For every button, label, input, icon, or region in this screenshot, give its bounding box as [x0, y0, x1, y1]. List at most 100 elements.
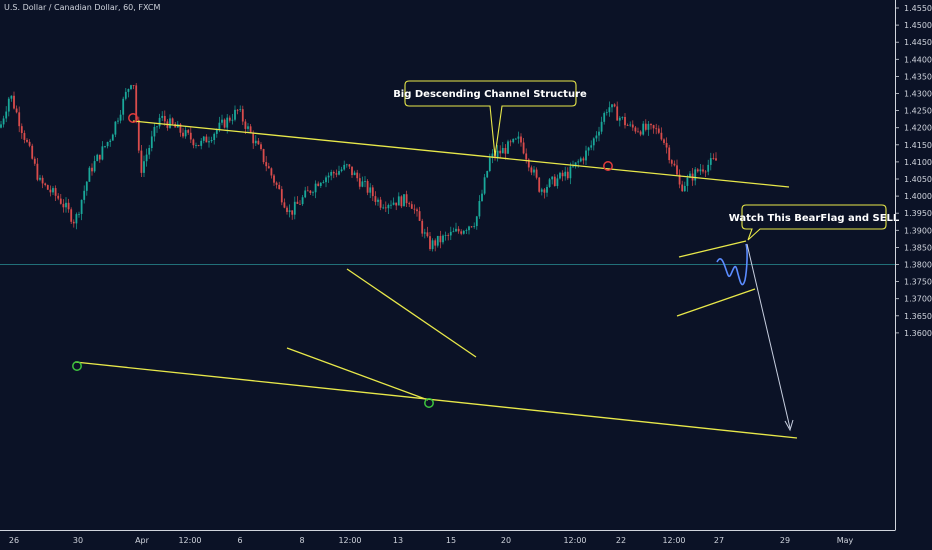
candle-body — [387, 204, 390, 209]
arrow-head-icon — [784, 419, 794, 432]
candle-body — [62, 203, 65, 208]
candle-body — [569, 166, 572, 179]
candle-body — [31, 145, 34, 159]
candle-body — [616, 106, 619, 121]
bear-flag-top-line[interactable] — [678, 240, 747, 258]
candle-body — [496, 150, 499, 158]
candle-body — [312, 192, 314, 194]
top-marker-icon — [128, 113, 138, 123]
channel-bottom-line[interactable] — [74, 361, 798, 439]
candle-body — [278, 184, 281, 190]
candle-body — [345, 164, 348, 166]
top-marker-icon — [603, 161, 613, 171]
candle-body — [106, 141, 109, 147]
candle-body — [665, 142, 668, 148]
time-axis[interactable]: 26 30 Apr 12:00 6 8 12:00 13 15 20 22 12:00 27 29 May 1… — [9, 536, 854, 545]
x-tick-label: May — [837, 536, 854, 545]
candle-body — [83, 190, 86, 200]
candle-body — [369, 187, 372, 193]
candle-body — [410, 204, 413, 209]
candle-body — [140, 150, 143, 173]
candle-body — [262, 149, 265, 163]
candle-body — [507, 141, 509, 154]
y-tick-label: 1.45500 — [904, 4, 932, 13]
candle-body — [184, 130, 187, 137]
candle-body — [548, 179, 551, 187]
candle-body — [395, 202, 398, 206]
candle-body — [119, 114, 122, 121]
candle-body — [621, 116, 624, 118]
price-axis[interactable]: 1.45500 1.45000 1.44500 1.44000 1.43500 1.430… — [895, 4, 932, 338]
candle-body — [379, 199, 382, 208]
sell-projection-arrow — [746, 243, 791, 429]
candle-body — [101, 146, 104, 160]
x-tick-label: 12:00 — [563, 536, 586, 545]
candle-body — [296, 201, 299, 204]
candlestick-series — [0, 83, 717, 252]
candle-body — [49, 189, 52, 193]
x-tick-label: 29 — [780, 536, 790, 545]
candle-body — [80, 199, 83, 214]
channel-top-line[interactable] — [132, 120, 790, 188]
candle-body — [335, 173, 338, 175]
candle-body — [236, 109, 239, 111]
channel-callout-text: Big Descending Channel Structure — [393, 89, 587, 100]
candle-body — [499, 150, 502, 154]
y-tick-label: 1.38500 — [904, 243, 932, 252]
bear-flag-bottom-line[interactable] — [676, 288, 756, 317]
candle-body — [67, 202, 70, 210]
candle-body — [403, 194, 405, 207]
candle-body — [426, 232, 429, 237]
candle-body — [304, 190, 307, 198]
candle-body — [564, 171, 567, 177]
candle-body — [161, 115, 164, 118]
candle-body — [356, 172, 359, 179]
candle-body — [0, 124, 2, 128]
y-tick-label: 1.43500 — [904, 72, 932, 81]
candle-body — [704, 171, 707, 173]
candle-body — [317, 183, 320, 186]
channel-callout[interactable]: Big Descending Channel Structure — [393, 80, 587, 157]
candle-body — [234, 109, 236, 120]
candle-body — [338, 171, 340, 175]
candle-body — [400, 196, 403, 207]
candle-body — [267, 166, 270, 169]
candle-body — [150, 136, 153, 148]
candle-body — [611, 104, 613, 108]
candle-body — [322, 182, 325, 183]
candle-body — [652, 125, 655, 129]
candle-body — [205, 136, 208, 143]
x-tick-label: 27 — [714, 536, 724, 545]
candle-body — [668, 147, 671, 161]
falling-wedge-top-line[interactable] — [346, 268, 477, 358]
y-tick-label: 1.44000 — [904, 55, 932, 64]
candle-body — [46, 185, 49, 190]
candle-body — [371, 187, 374, 197]
candle-body — [676, 165, 678, 175]
candle-body — [91, 167, 93, 172]
projection-path — [716, 243, 748, 286]
candle-body — [7, 98, 10, 112]
candle-body — [273, 175, 275, 183]
falling-wedge-bottom-line[interactable] — [286, 347, 429, 401]
bearflag-callout[interactable]: Watch This BearFlag and SELL — [729, 204, 900, 241]
candle-body — [135, 85, 138, 120]
candle-body — [605, 112, 608, 114]
candle-body — [689, 173, 691, 178]
candle-body — [226, 117, 229, 128]
candle-body — [291, 210, 294, 215]
candle-body — [579, 158, 582, 162]
candle-body — [715, 158, 717, 161]
candle-body — [143, 161, 145, 173]
candle-body — [582, 158, 585, 161]
candle-body — [377, 199, 379, 202]
candle-body — [574, 162, 577, 167]
x-tick-label: 26 — [9, 536, 19, 545]
candle-body — [405, 194, 408, 204]
candle-body — [249, 126, 252, 133]
candle-body — [348, 164, 351, 167]
candle-body — [431, 240, 434, 250]
candle-body — [252, 132, 255, 144]
candle-body — [470, 226, 473, 228]
